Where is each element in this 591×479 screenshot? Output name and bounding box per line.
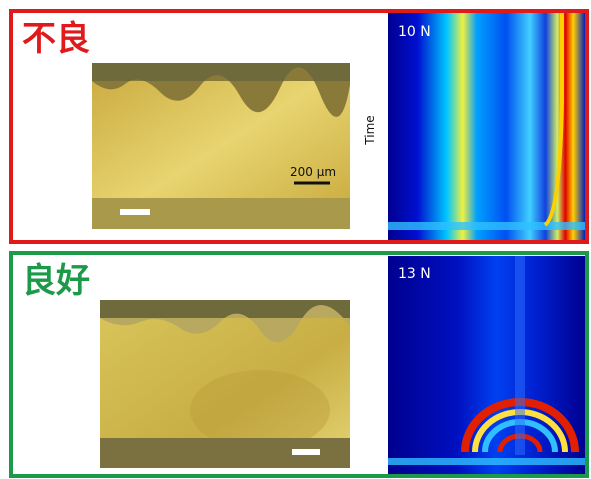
micrograph: 200 µm (92, 63, 350, 229)
axis-label: Time (363, 115, 377, 145)
heatmap: 10 N (388, 13, 585, 240)
panel-label: 良好 (22, 261, 90, 301)
figure: 不良 200 µm Time 10 N 良好 13 N (0, 0, 591, 479)
force-label: 10 N (398, 24, 431, 40)
heatmap: 13 N (388, 256, 585, 474)
force-label: 13 N (398, 266, 431, 282)
scale-bar-label: 200 µm (290, 165, 336, 179)
micrograph (100, 300, 350, 468)
panel-label: 不良 (22, 19, 90, 59)
